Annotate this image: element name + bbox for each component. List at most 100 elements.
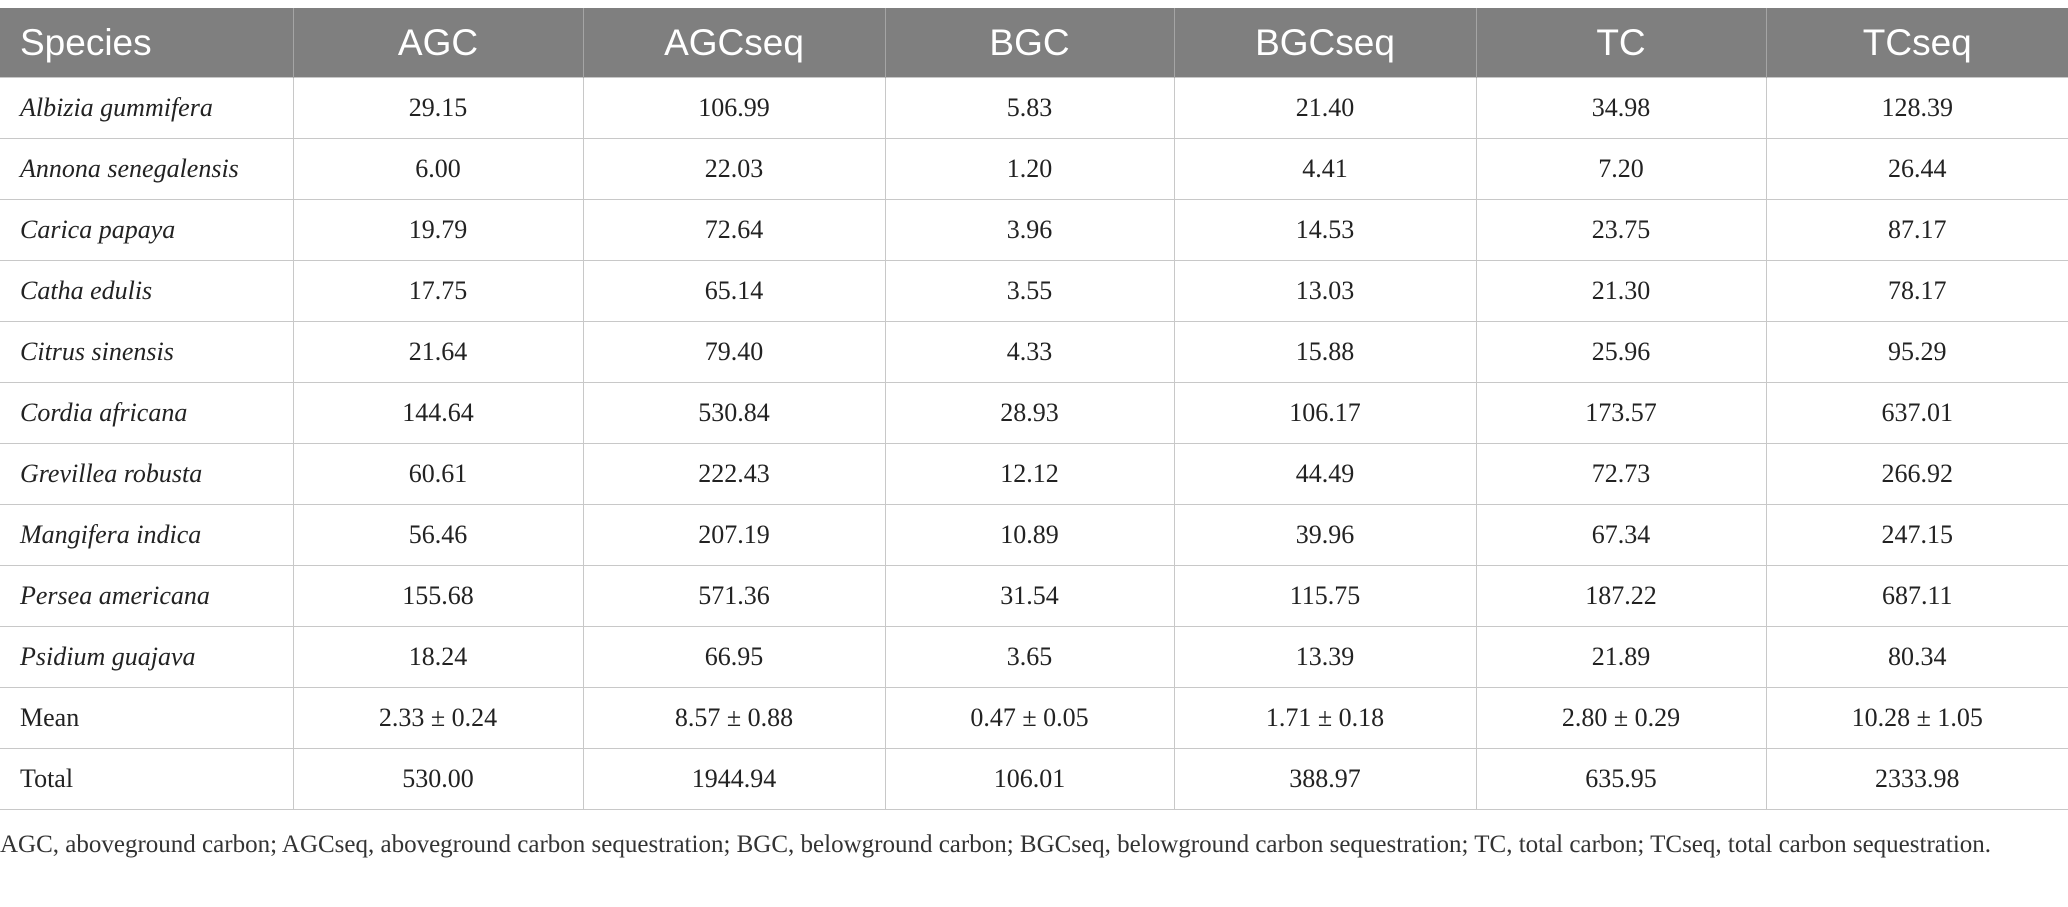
row-label: Cordia africana <box>0 382 294 444</box>
table-cell: 12.12 <box>884 443 1175 505</box>
table-cell: 67.34 <box>1475 504 1767 566</box>
table-cell: 222.43 <box>582 443 886 505</box>
row-label: Carica papaya <box>0 199 294 261</box>
table-cell: 72.64 <box>582 199 886 261</box>
column-header: Species <box>0 8 293 78</box>
table-cell: 207.19 <box>582 504 886 566</box>
table-cell: 56.46 <box>292 504 584 566</box>
table-cell: 1944.94 <box>582 748 886 810</box>
table-cell: 23.75 <box>1475 199 1767 261</box>
table-cell: 571.36 <box>582 565 886 627</box>
table-cell: 28.93 <box>884 382 1175 444</box>
table-cell: 13.39 <box>1173 626 1477 688</box>
table-cell: 18.24 <box>292 626 584 688</box>
table-cell: 21.40 <box>1173 77 1477 139</box>
table-cell: 3.96 <box>884 199 1175 261</box>
column-header: BGCseq <box>1173 8 1476 78</box>
row-label: Grevillea robusta <box>0 443 294 505</box>
table-cell: 34.98 <box>1475 77 1767 139</box>
table-cell: 21.30 <box>1475 260 1767 322</box>
table-row: Persea americana 155.68 571.36 31.54 115.75 1… <box>0 565 2068 627</box>
table-body: Albizia gummifera 29.15 106.99 5.83 21.40 34.… <box>0 77 2068 810</box>
row-label: Mean <box>0 687 294 749</box>
table-cell: 17.75 <box>292 260 584 322</box>
table-cell: 1.71 ± 0.18 <box>1173 687 1477 749</box>
table-row: Citrus sinensis 21.64 79.40 4.33 15.88 25.96 9… <box>0 321 2068 383</box>
table-cell: 530.00 <box>292 748 584 810</box>
table-cell: 79.40 <box>582 321 886 383</box>
table-cell: 155.68 <box>292 565 584 627</box>
table-row: Annona senegalensis 6.00 22.03 1.20 4.41 7.20… <box>0 138 2068 200</box>
table-cell: 4.41 <box>1173 138 1477 200</box>
column-header: AGC <box>292 8 583 78</box>
header-row: Species AGC AGCseq BGC BGCseq TC TCseq <box>0 8 2068 78</box>
table-cell: 2333.98 <box>1765 748 2068 810</box>
table-cell: 635.95 <box>1475 748 1767 810</box>
table-cell: 187.22 <box>1475 565 1767 627</box>
row-label: Psidium guajava <box>0 626 294 688</box>
table-cell: 10.89 <box>884 504 1175 566</box>
row-label: Persea americana <box>0 565 294 627</box>
table-row: Mean 2.33 ± 0.24 8.57 ± 0.88 0.47 ± 0.05 1.7… <box>0 687 2068 749</box>
table-cell: 15.88 <box>1173 321 1477 383</box>
table-cell: 2.33 ± 0.24 <box>292 687 584 749</box>
table-row: Psidium guajava 18.24 66.95 3.65 13.39 21.89 8… <box>0 626 2068 688</box>
table-cell: 78.17 <box>1765 260 2068 322</box>
table-row: Albizia gummifera 29.15 106.99 5.83 21.40 34.… <box>0 77 2068 139</box>
row-label: Annona senegalensis <box>0 138 294 200</box>
table-row: Mangifera indica 56.46 207.19 10.89 39.96 67.… <box>0 504 2068 566</box>
column-header: TC <box>1475 8 1766 78</box>
table-cell: 106.01 <box>884 748 1175 810</box>
table-cell: 106.17 <box>1173 382 1477 444</box>
table-cell: 25.96 <box>1475 321 1767 383</box>
table-cell: 7.20 <box>1475 138 1767 200</box>
table-cell: 87.17 <box>1765 199 2068 261</box>
row-label: Albizia gummifera <box>0 77 294 139</box>
table-row: Carica papaya 19.79 72.64 3.96 14.53 23.75 87.… <box>0 199 2068 261</box>
table-cell: 144.64 <box>292 382 584 444</box>
table-cell: 0.47 ± 0.05 <box>884 687 1175 749</box>
row-label: Mangifera indica <box>0 504 294 566</box>
table-cell: 3.65 <box>884 626 1175 688</box>
table-cell: 21.64 <box>292 321 584 383</box>
column-header: BGC <box>884 8 1174 78</box>
table-row: Catha edulis 17.75 65.14 3.55 13.03 21.30 78.1… <box>0 260 2068 322</box>
table-cell: 637.01 <box>1765 382 2068 444</box>
table-cell: 29.15 <box>292 77 584 139</box>
table-cell: 80.34 <box>1765 626 2068 688</box>
table-cell: 106.99 <box>582 77 886 139</box>
table-cell: 6.00 <box>292 138 584 200</box>
table-row: Total 530.00 1944.94 106.01 388.97 635.95 2333… <box>0 748 2068 810</box>
table-cell: 26.44 <box>1765 138 2068 200</box>
table-cell: 687.11 <box>1765 565 2068 627</box>
table-cell: 388.97 <box>1173 748 1477 810</box>
table-cell: 3.55 <box>884 260 1175 322</box>
column-header: AGCseq <box>582 8 885 78</box>
table-row: Grevillea robusta 60.61 222.43 12.12 44.49 72… <box>0 443 2068 505</box>
footnote: AGC, aboveground carbon; AGCseq, abovegr… <box>0 831 1992 858</box>
table-cell: 13.03 <box>1173 260 1477 322</box>
table-cell: 39.96 <box>1173 504 1477 566</box>
table-cell: 22.03 <box>582 138 886 200</box>
table-cell: 31.54 <box>884 565 1175 627</box>
column-header: TCseq <box>1765 8 2068 78</box>
table-cell: 44.49 <box>1173 443 1477 505</box>
table-cell: 8.57 ± 0.88 <box>582 687 886 749</box>
table-cell: 19.79 <box>292 199 584 261</box>
table-cell: 4.33 <box>884 321 1175 383</box>
row-label: Total <box>0 748 294 810</box>
table-cell: 10.28 ± 1.05 <box>1765 687 2068 749</box>
table-cell: 95.29 <box>1765 321 2068 383</box>
table-cell: 115.75 <box>1173 565 1477 627</box>
row-label: Citrus sinensis <box>0 321 294 383</box>
table-cell: 1.20 <box>884 138 1175 200</box>
table-cell: 2.80 ± 0.29 <box>1475 687 1767 749</box>
table-cell: 530.84 <box>582 382 886 444</box>
table-cell: 128.39 <box>1765 77 2068 139</box>
table-cell: 72.73 <box>1475 443 1767 505</box>
table-cell: 14.53 <box>1173 199 1477 261</box>
table-cell: 173.57 <box>1475 382 1767 444</box>
row-label: Catha edulis <box>0 260 294 322</box>
table-row: Cordia africana 144.64 530.84 28.93 106.17 17… <box>0 382 2068 444</box>
